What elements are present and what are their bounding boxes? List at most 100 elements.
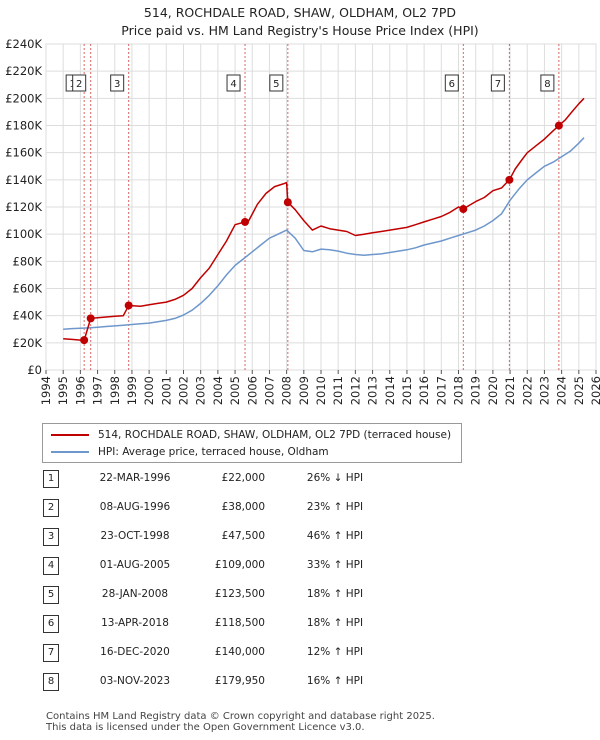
x-tick-label: 1998 xyxy=(108,376,122,405)
x-tick-label: 2006 xyxy=(245,376,259,405)
sale-label-text: 7 xyxy=(495,79,501,90)
y-tick-label: £60K xyxy=(13,282,43,296)
sale-date: 03-NOV-2023 xyxy=(99,675,171,687)
legend-entry-hpi: HPI: Average price, terraced house, Oldh… xyxy=(51,444,329,460)
sale-price: £118,500 xyxy=(214,617,265,629)
x-tick-label: 2014 xyxy=(383,376,397,405)
sale-price: £140,000 xyxy=(214,646,265,658)
sale-label-box xyxy=(444,74,459,92)
table-row: 4 01-AUG-2005 £109,000 33% ↑ HPI xyxy=(40,557,560,577)
x-tick-label: 2015 xyxy=(400,376,414,405)
sale-labels: 12345678 xyxy=(65,74,555,92)
sale-number: 4 xyxy=(43,557,59,575)
sale-point xyxy=(86,314,95,323)
x-tick-label: 1996 xyxy=(73,376,87,405)
legend: 514, ROCHDALE ROAD, SHAW, OLDHAM, OL2 7P… xyxy=(42,423,462,463)
y-tick-label: £200K xyxy=(5,91,42,105)
x-tick-label: 2025 xyxy=(572,376,586,405)
sale-label-box xyxy=(110,74,125,92)
sale-label: 7 xyxy=(490,74,505,92)
x-tick-label: 2012 xyxy=(348,376,362,405)
sale-price: £109,000 xyxy=(214,559,265,571)
table-row: 1 22-MAR-1996 £22,000 26% ↓ HPI xyxy=(40,470,560,490)
x-tick-label: 2010 xyxy=(314,376,328,405)
legend-swatch-hpi xyxy=(51,451,89,453)
x-tick-label: 2018 xyxy=(452,376,466,405)
sale-date: 08-AUG-1996 xyxy=(99,501,171,513)
sale-date: 16-DEC-2020 xyxy=(100,646,170,658)
y-tick-label: £220K xyxy=(5,64,42,78)
table-row: 5 28-JAN-2008 £123,500 18% ↑ HPI xyxy=(40,586,560,606)
x-tick-label: 2004 xyxy=(211,376,225,405)
x-tick-label: 2024 xyxy=(555,376,569,405)
sale-label-text: 6 xyxy=(449,79,455,90)
sale-hpi: 46% ↑ HPI xyxy=(306,530,364,542)
x-tick-label: 1995 xyxy=(56,376,70,405)
grid xyxy=(45,43,597,371)
sale-hpi: 12% ↑ HPI xyxy=(306,646,364,658)
sale-hpi: 33% ↑ HPI xyxy=(306,559,364,571)
legend-swatch-property xyxy=(51,434,89,436)
sale-label-text: 4 xyxy=(230,79,236,90)
sale-date: 01-AUG-2005 xyxy=(99,559,171,571)
price-chart: £0 £20K £40K £60K £80K £100K £120K £140K £160K £1… xyxy=(5,37,600,405)
y-tick-label: £0 xyxy=(27,363,42,377)
sale-label-text: 3 xyxy=(114,79,120,90)
chart-subtitle: Price paid vs. HM Land Registry's House … xyxy=(121,23,479,38)
legend-label-hpi: HPI: Average price, terraced house, Oldh… xyxy=(98,446,329,458)
table-row: 8 03-NOV-2023 £179,950 16% ↑ HPI xyxy=(40,673,560,693)
x-tick-label: 2017 xyxy=(434,376,448,405)
sale-label: 8 xyxy=(540,74,555,92)
sale-label-text: 8 xyxy=(544,79,550,90)
sale-number: 7 xyxy=(43,644,59,662)
y-tick-label: £100K xyxy=(5,227,42,241)
y-tick-label: £120K xyxy=(5,200,42,214)
sale-label: 2 xyxy=(72,74,87,92)
sale-number: 3 xyxy=(43,528,59,546)
sale-label: 5 xyxy=(269,74,284,92)
sale-hpi: 26% ↓ HPI xyxy=(306,472,364,484)
sale-label-box xyxy=(226,74,241,92)
y-tick-label: £80K xyxy=(13,254,43,268)
sale-date: 22-MAR-1996 xyxy=(99,472,171,484)
y-tick-label: £40K xyxy=(13,309,43,323)
x-tick-label: 2011 xyxy=(331,376,345,405)
y-tick-label: £240K xyxy=(5,37,42,51)
x-tick-label: 2013 xyxy=(366,376,380,405)
sale-point xyxy=(554,121,563,130)
sale-points xyxy=(80,121,563,345)
sale-point xyxy=(241,217,250,226)
x-tick-label: 1994 xyxy=(39,376,53,405)
x-tick-label: 1999 xyxy=(125,376,139,405)
table-row: 6 13-APR-2018 £118,500 18% ↑ HPI xyxy=(40,615,560,635)
sale-point xyxy=(283,198,292,207)
x-tick-label: 2000 xyxy=(142,376,156,405)
sale-label: 4 xyxy=(226,74,241,92)
x-tick-label: 2003 xyxy=(194,376,208,405)
x-axis: 1994 1995 1996 1997 1998 1999 2000 2001 2002 2003… xyxy=(39,370,600,405)
sale-point xyxy=(80,336,89,345)
series-line-hpi xyxy=(63,137,585,331)
sale-date: 13-APR-2018 xyxy=(101,617,169,629)
x-tick-label: 2020 xyxy=(486,376,500,405)
legend-label-property: 514, ROCHDALE ROAD, SHAW, OLDHAM, OL2 7P… xyxy=(98,429,452,441)
sale-label-text: 2 xyxy=(76,79,82,90)
table-row: 2 08-AUG-1996 £38,000 23% ↑ HPI xyxy=(40,499,560,519)
sale-label-box xyxy=(269,74,284,92)
sale-number: 5 xyxy=(43,586,59,604)
y-tick-label: £180K xyxy=(5,119,42,133)
sale-price: £179,950 xyxy=(214,675,265,687)
sale-point xyxy=(124,301,133,310)
x-tick-label: 2023 xyxy=(537,376,551,405)
sale-hpi: 18% ↑ HPI xyxy=(306,588,364,600)
y-axis: £0 £20K £40K £60K £80K £100K £120K £140K £160K £1… xyxy=(5,37,42,377)
x-tick-label: 2008 xyxy=(280,376,294,405)
sale-hpi: 23% ↑ HPI xyxy=(306,501,364,513)
sale-number: 8 xyxy=(43,673,59,691)
footer-copyright: Contains HM Land Registry data © Crown c… xyxy=(46,711,435,722)
table-row: 3 23-OCT-1998 £47,500 46% ↑ HPI xyxy=(40,528,560,548)
y-tick-label: £160K xyxy=(5,146,42,160)
x-tick-label: 2026 xyxy=(589,376,600,405)
sale-price: £123,500 xyxy=(214,588,265,600)
sale-hpi: 16% ↑ HPI xyxy=(306,675,364,687)
